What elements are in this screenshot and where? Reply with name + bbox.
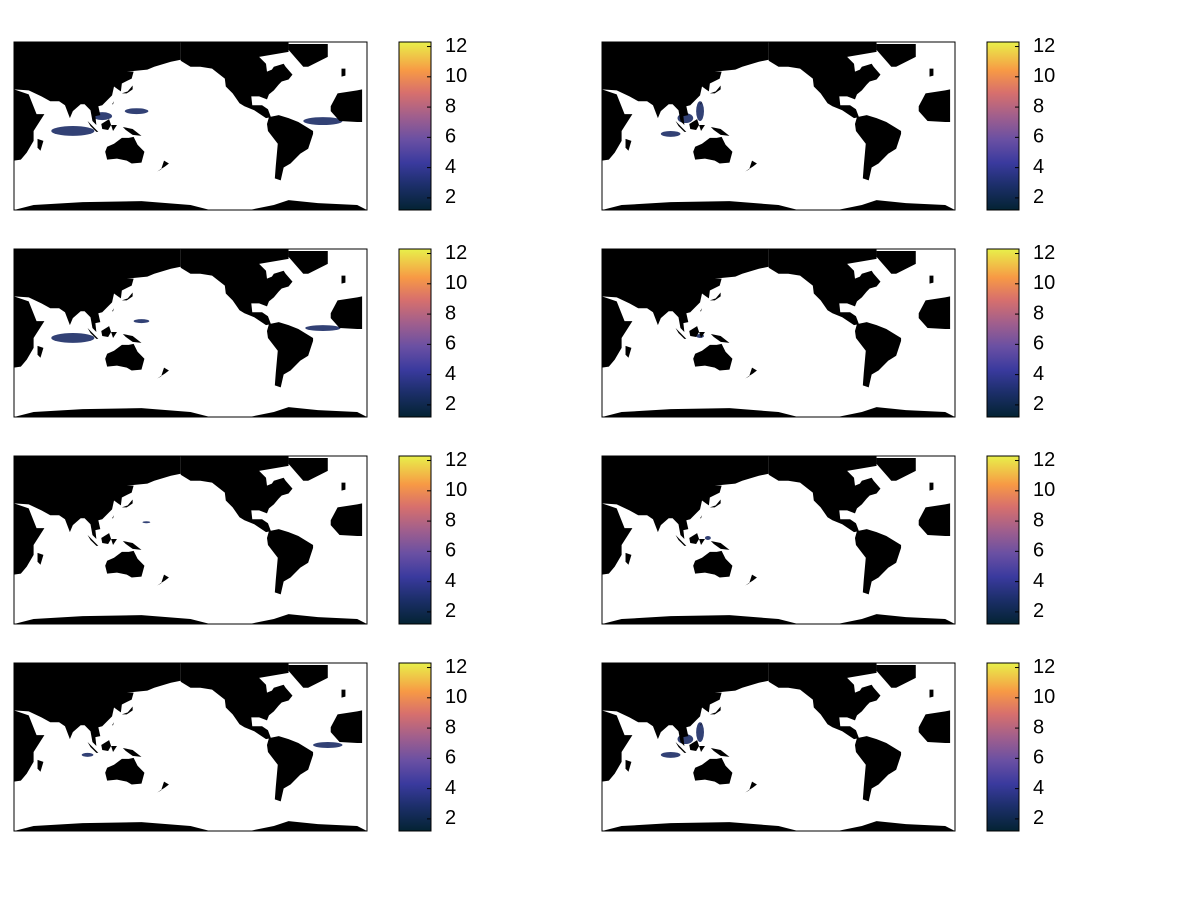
colorbar-tick-label: 10 <box>445 479 467 501</box>
map-frame <box>13 662 368 832</box>
colorbar-tick-label: 4 <box>1033 777 1044 799</box>
colorbar-tick-label: 10 <box>445 686 467 708</box>
colorbar <box>986 248 1020 418</box>
colorbar-tick-label: 10 <box>1033 272 1055 294</box>
colorbar <box>398 41 432 211</box>
colorbar-tick-label: 10 <box>445 272 467 294</box>
colorbar-tick-label: 8 <box>1033 509 1044 531</box>
map-frame <box>13 248 368 418</box>
map <box>602 249 955 417</box>
colorbar-tick-label: 8 <box>445 302 456 324</box>
map <box>602 663 955 831</box>
map <box>14 663 367 831</box>
colorbar-tick-label: 6 <box>1033 333 1044 355</box>
colorbar-tick-label: 8 <box>445 716 456 738</box>
colorbar-tick-label: 10 <box>1033 65 1055 87</box>
colorbar-tick-label: 2 <box>445 393 456 415</box>
colorbar-tick-label: 2 <box>1033 393 1044 415</box>
map-frame <box>601 662 956 832</box>
colorbar-tick-label: 12 <box>1033 449 1055 471</box>
colorbar-tick-label: 2 <box>1033 600 1044 622</box>
colorbar-tick-label: 4 <box>1033 156 1044 178</box>
colorbar <box>986 662 1020 832</box>
map <box>602 42 955 210</box>
colorbar-tick-label: 4 <box>445 570 456 592</box>
map-frame <box>601 41 956 211</box>
colorbar-tick-label: 8 <box>1033 95 1044 117</box>
colorbar-tick-label: 8 <box>445 509 456 531</box>
colorbar-tick-label: 12 <box>1033 242 1055 264</box>
map-frame <box>601 248 956 418</box>
colorbar-tick-label: 12 <box>1033 656 1055 678</box>
colorbar-tick-label: 12 <box>1033 35 1055 57</box>
colorbar-tick-label: 12 <box>445 449 467 471</box>
map-frame <box>13 41 368 211</box>
colorbar-tick-label: 6 <box>445 126 456 148</box>
map <box>602 456 955 624</box>
map <box>14 456 367 624</box>
colorbar-tick-label: 12 <box>445 35 467 57</box>
colorbar-tick-label: 2 <box>1033 807 1044 829</box>
colorbar-tick-label: 2 <box>445 186 456 208</box>
colorbar-tick-label: 6 <box>1033 540 1044 562</box>
colorbar-tick-label: 4 <box>445 156 456 178</box>
colorbar-tick-label: 8 <box>1033 716 1044 738</box>
colorbar-tick-label: 10 <box>1033 479 1055 501</box>
colorbar-tick-label: 4 <box>445 777 456 799</box>
colorbar-tick-label: 2 <box>445 600 456 622</box>
colorbar-tick-label: 6 <box>1033 747 1044 769</box>
colorbar-tick-label: 4 <box>445 363 456 385</box>
colorbar <box>398 455 432 625</box>
colorbar-tick-label: 4 <box>1033 570 1044 592</box>
colorbar-tick-label: 6 <box>445 540 456 562</box>
colorbar <box>398 248 432 418</box>
colorbar-tick-label: 6 <box>1033 126 1044 148</box>
colorbar-tick-label: 10 <box>1033 686 1055 708</box>
map-frame <box>13 455 368 625</box>
colorbar-tick-label: 12 <box>445 656 467 678</box>
colorbar-tick-label: 2 <box>1033 186 1044 208</box>
colorbar <box>986 455 1020 625</box>
colorbar-tick-label: 4 <box>1033 363 1044 385</box>
colorbar <box>398 662 432 832</box>
colorbar <box>986 41 1020 211</box>
colorbar-tick-label: 2 <box>445 807 456 829</box>
map-frame <box>601 455 956 625</box>
map <box>14 249 367 417</box>
map <box>14 42 367 210</box>
colorbar-tick-label: 8 <box>445 95 456 117</box>
colorbar-tick-label: 10 <box>445 65 467 87</box>
colorbar-tick-label: 6 <box>445 747 456 769</box>
colorbar-tick-label: 12 <box>445 242 467 264</box>
colorbar-tick-label: 6 <box>445 333 456 355</box>
colorbar-tick-label: 8 <box>1033 302 1044 324</box>
